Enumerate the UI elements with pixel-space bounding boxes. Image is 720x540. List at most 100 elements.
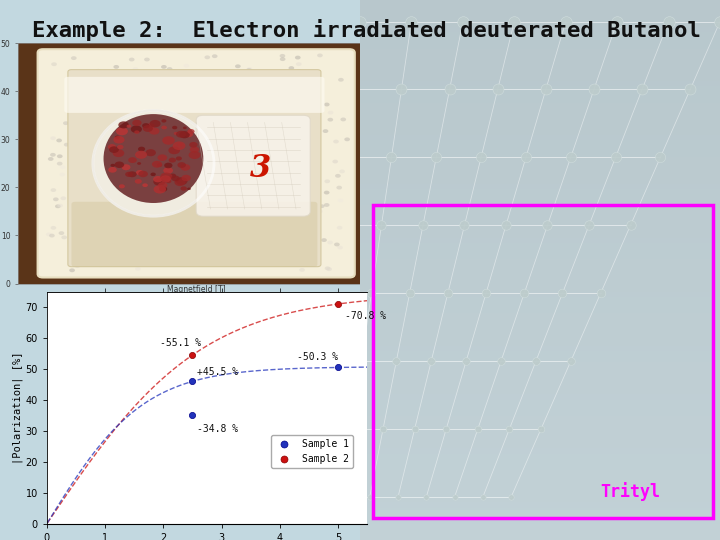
Circle shape xyxy=(337,226,343,230)
Circle shape xyxy=(132,67,138,71)
Circle shape xyxy=(235,171,240,175)
Bar xyxy=(360,254,720,259)
Circle shape xyxy=(132,182,138,186)
Bar xyxy=(360,216,720,221)
Bar xyxy=(360,38,720,43)
Circle shape xyxy=(216,97,222,100)
Circle shape xyxy=(302,196,307,200)
Circle shape xyxy=(79,171,85,174)
Circle shape xyxy=(187,211,193,215)
Circle shape xyxy=(143,125,153,132)
Point xyxy=(477,492,489,501)
Circle shape xyxy=(282,131,287,135)
Bar xyxy=(360,22,720,27)
Circle shape xyxy=(153,176,163,183)
Circle shape xyxy=(121,244,127,248)
Circle shape xyxy=(188,113,194,117)
Circle shape xyxy=(144,58,150,62)
Circle shape xyxy=(138,147,145,152)
Bar xyxy=(360,16,720,22)
Point xyxy=(610,153,621,161)
Circle shape xyxy=(86,249,91,253)
Circle shape xyxy=(153,178,166,186)
Circle shape xyxy=(257,169,263,173)
Circle shape xyxy=(120,184,125,187)
Circle shape xyxy=(192,236,198,240)
Circle shape xyxy=(295,201,301,205)
Circle shape xyxy=(161,65,167,69)
Circle shape xyxy=(48,157,53,161)
Circle shape xyxy=(224,131,230,135)
Circle shape xyxy=(295,129,301,133)
Circle shape xyxy=(300,268,305,272)
Circle shape xyxy=(125,116,130,120)
Point xyxy=(459,221,470,230)
Bar xyxy=(360,0,720,5)
Circle shape xyxy=(235,64,240,68)
Point xyxy=(595,289,606,298)
Circle shape xyxy=(293,190,299,194)
Circle shape xyxy=(225,176,231,180)
Circle shape xyxy=(72,221,78,225)
Bar xyxy=(360,265,720,270)
Circle shape xyxy=(222,96,228,100)
Circle shape xyxy=(243,171,249,174)
Circle shape xyxy=(129,58,135,62)
Circle shape xyxy=(126,89,132,92)
Bar xyxy=(360,248,720,254)
FancyBboxPatch shape xyxy=(64,77,325,113)
Circle shape xyxy=(212,55,217,58)
Text: -70.8 %: -70.8 % xyxy=(345,312,386,321)
Circle shape xyxy=(295,56,301,59)
Circle shape xyxy=(339,170,345,173)
Bar xyxy=(360,405,720,410)
Bar xyxy=(360,513,720,518)
Circle shape xyxy=(168,158,176,163)
Circle shape xyxy=(181,175,191,181)
Circle shape xyxy=(143,184,148,187)
Circle shape xyxy=(333,140,339,144)
Bar xyxy=(360,65,720,70)
Circle shape xyxy=(117,145,124,149)
Bar xyxy=(360,529,720,535)
Circle shape xyxy=(212,187,217,191)
Circle shape xyxy=(178,190,184,194)
Circle shape xyxy=(319,204,325,208)
Circle shape xyxy=(176,240,182,244)
Bar xyxy=(360,292,720,297)
Circle shape xyxy=(280,157,286,160)
Circle shape xyxy=(145,149,156,156)
Circle shape xyxy=(161,126,167,130)
Circle shape xyxy=(215,244,220,248)
Bar xyxy=(360,535,720,540)
Point xyxy=(356,357,367,366)
Circle shape xyxy=(287,98,293,102)
Circle shape xyxy=(220,87,225,91)
Bar xyxy=(360,319,720,324)
Point xyxy=(663,17,675,26)
Circle shape xyxy=(176,177,187,185)
Bar xyxy=(360,394,720,400)
Circle shape xyxy=(72,84,78,88)
Bar xyxy=(360,232,720,238)
Circle shape xyxy=(250,85,256,89)
Circle shape xyxy=(156,163,162,167)
Circle shape xyxy=(90,132,96,136)
Circle shape xyxy=(174,179,186,186)
Circle shape xyxy=(115,136,120,139)
Circle shape xyxy=(137,162,141,165)
Circle shape xyxy=(140,73,145,77)
Bar xyxy=(360,108,720,113)
Text: Trityl: Trityl xyxy=(600,482,660,501)
Circle shape xyxy=(49,234,55,238)
Circle shape xyxy=(264,100,269,104)
Circle shape xyxy=(176,240,181,244)
Circle shape xyxy=(75,257,81,261)
Circle shape xyxy=(60,165,66,169)
Circle shape xyxy=(160,173,173,181)
Circle shape xyxy=(88,252,94,255)
Circle shape xyxy=(328,111,333,114)
FancyBboxPatch shape xyxy=(71,202,318,267)
Bar xyxy=(360,238,720,243)
Circle shape xyxy=(202,137,207,141)
